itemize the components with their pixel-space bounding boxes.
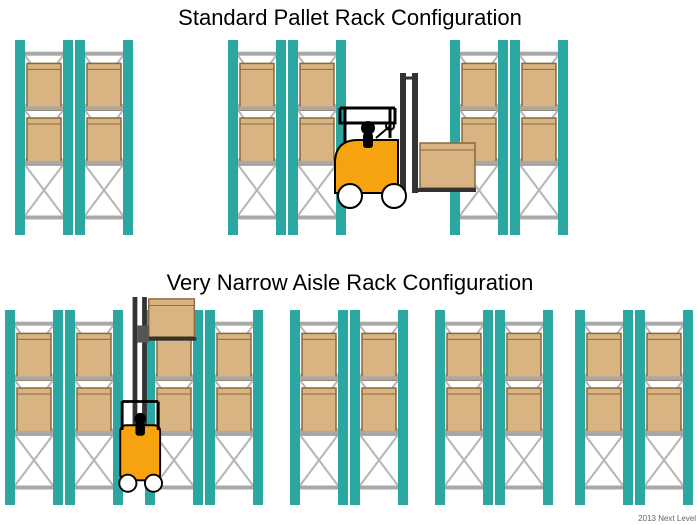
diagram-canvas — [0, 0, 700, 525]
footer-credit: 2013 Next Level — [638, 514, 696, 523]
